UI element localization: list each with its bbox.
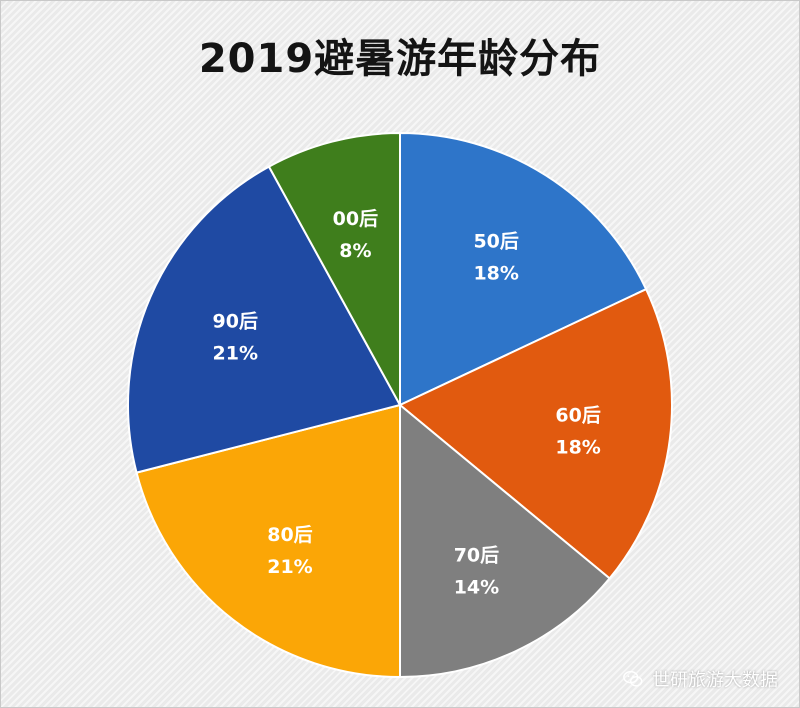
slice-value-label: 21% — [267, 556, 312, 578]
slice-category-label: 70后 — [454, 544, 499, 566]
pie-slices — [127, 131, 673, 679]
chart-title: 2019避暑游年龄分布 — [198, 36, 602, 82]
slice-category-label: 50后 — [473, 230, 518, 252]
slice-category-label: 90后 — [213, 311, 258, 333]
pie-labels: 50后 18% 60后 18% 70后 14% 80后 21% 90后 21% 00后 8% — [213, 208, 601, 598]
slice-category-label: 80后 — [267, 524, 312, 546]
pie-slice-5 — [267, 131, 401, 406]
pie-slice-3 — [135, 403, 401, 679]
watermark: 世研旅游大数据 — [622, 666, 778, 692]
slice-category-label: 60后 — [555, 404, 600, 426]
slice-category-label: 00后 — [333, 208, 378, 230]
pie-slice-0 — [399, 131, 648, 407]
slice-value-label: 21% — [213, 343, 258, 365]
pie-slice-1 — [398, 287, 673, 580]
pie-slice-2 — [399, 402, 611, 679]
watermark-text: 世研旅游大数据 — [652, 670, 778, 691]
slice-value-label: 18% — [555, 436, 600, 458]
slice-value-label: 18% — [473, 262, 518, 284]
pie-slice-4 — [127, 165, 402, 474]
slice-value-label: 14% — [454, 576, 499, 598]
wechat-icon — [623, 670, 643, 687]
slice-value-label: 8% — [339, 240, 371, 262]
